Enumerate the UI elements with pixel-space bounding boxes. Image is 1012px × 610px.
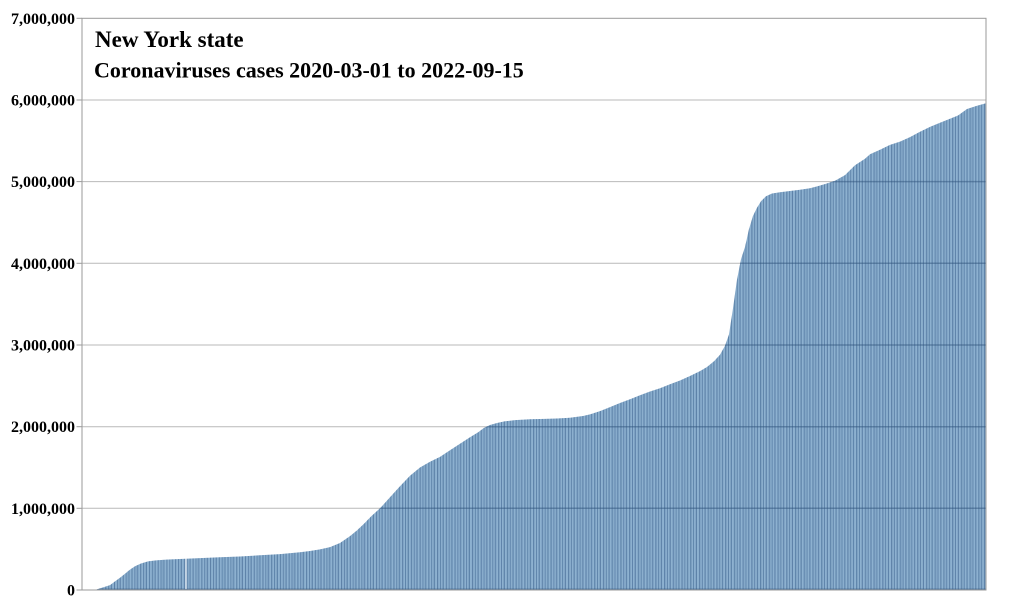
svg-text:7,000,000: 7,000,000: [11, 11, 75, 28]
svg-text:6,000,000: 6,000,000: [11, 93, 75, 110]
svg-text:0: 0: [67, 583, 75, 600]
svg-text:Coronaviruses cases 2020-03-01: Coronaviruses cases 2020-03-01 to 2022-0…: [94, 58, 524, 83]
svg-text:2,000,000: 2,000,000: [11, 419, 75, 436]
svg-text:5,000,000: 5,000,000: [11, 174, 75, 191]
svg-text:4,000,000: 4,000,000: [11, 256, 75, 273]
svg-text:New York state: New York state: [95, 27, 244, 52]
svg-text:3,000,000: 3,000,000: [11, 338, 75, 355]
svg-text:1,000,000: 1,000,000: [11, 501, 75, 518]
